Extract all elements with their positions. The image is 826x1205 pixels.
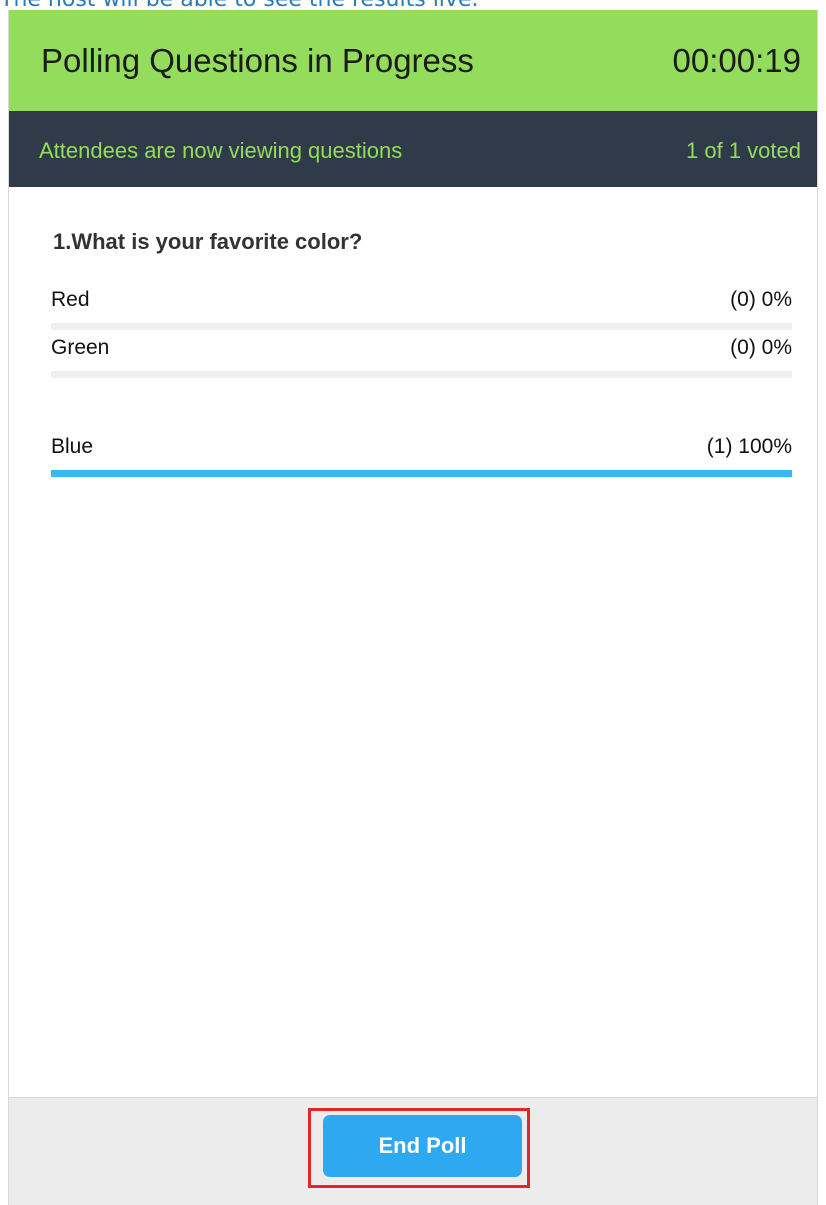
end-poll-button[interactable]: End Poll	[323, 1115, 522, 1177]
caption-text: The host will be able to see the results…	[0, 0, 478, 10]
highlight-box	[308, 1108, 530, 1188]
question-title: 1.What is your favorite color?	[53, 229, 363, 254]
answer-row-blue: Blue (1) 100%	[51, 434, 792, 484]
poll-results: 1.What is your favorite color? Red (0) 0…	[9, 187, 817, 1097]
answer-row-red: Red (0) 0%	[51, 287, 792, 337]
answer-label: Blue	[51, 435, 94, 458]
answer-label: Green	[51, 336, 110, 359]
answer-label: Red	[51, 288, 90, 311]
polling-window: Polling Questions in Progress 00:00:19 A…	[8, 10, 818, 1205]
status-bar: Attendees are now viewing questions 1 of…	[9, 111, 817, 187]
result-bar-track	[51, 371, 792, 378]
vote-count: 1 of 1 voted	[686, 138, 801, 163]
status-message: Attendees are now viewing questions	[39, 138, 403, 163]
answer-result: (1) 100%	[706, 435, 792, 458]
answer-row-green: Green (0) 0%	[51, 335, 792, 385]
answer-result: (0) 0%	[730, 288, 792, 311]
result-bar-fill	[51, 470, 792, 477]
window-title: Polling Questions in Progress	[41, 42, 474, 79]
footer-bar: End Poll	[9, 1097, 817, 1205]
poll-timer: 00:00:19	[672, 42, 801, 79]
result-bar-track	[51, 470, 792, 477]
title-bar: Polling Questions in Progress 00:00:19	[9, 10, 817, 111]
result-bar-track	[51, 323, 792, 330]
answer-result: (0) 0%	[730, 336, 792, 359]
